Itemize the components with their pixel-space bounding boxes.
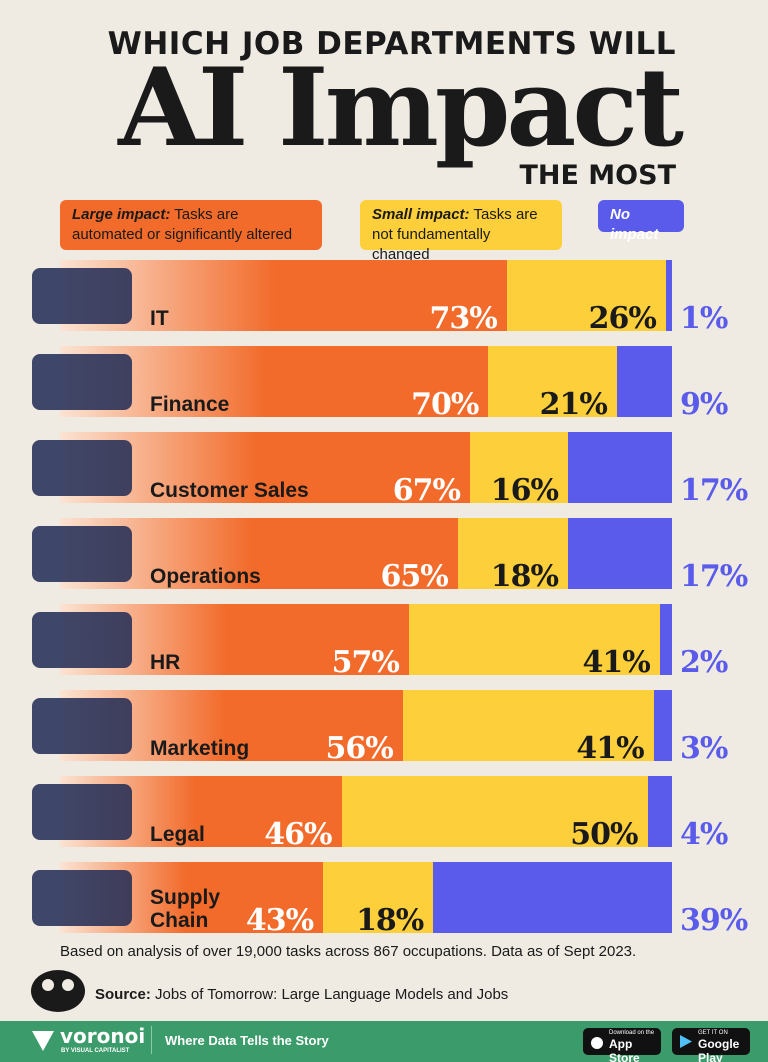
value-label: 41% [582,645,651,680]
value-label: 26% [588,301,657,336]
bar-segment [60,260,507,331]
bar-segment [567,518,672,589]
bar-segment [433,862,672,933]
value-label: 39% [680,903,748,938]
note: Based on analysis of over 19,000 tasks a… [60,943,637,960]
value-label: 43% [245,903,314,938]
category-icon [32,440,132,496]
legend-description: Tasks are not fundamentally changed [372,206,538,263]
category-label: IT [150,307,169,330]
bar-segment [647,776,672,847]
bar-segment [616,346,672,417]
play-icon [680,1035,692,1048]
app-store-badge[interactable]: Download on the App Store [583,1028,661,1062]
legend-item: No impact [598,200,684,243]
value-label: 3% [680,731,728,766]
category-icon [32,268,132,324]
source-label: Source: [95,986,151,1003]
value-label: 18% [490,559,559,594]
bar-segment [457,518,568,589]
category-icon [32,784,132,840]
value-label: 17% [680,473,748,508]
bar-segment [488,346,617,417]
bar-segment [470,432,568,503]
category-label: Marketing [150,737,250,760]
value-label: 21% [539,387,608,422]
legend-name: No impact [610,206,659,243]
category-icon [32,612,132,668]
category-label: Customer Sales [150,479,309,502]
category-icon [32,698,132,754]
value-label: 65% [380,559,449,594]
legend-name: Large impact: [72,206,171,223]
category-label: Legal [150,823,205,846]
category-label: Operations [150,565,261,588]
bar-segment [659,604,672,675]
source: Source: Jobs of Tomorrow: Large Language… [95,986,508,1003]
value-label: 56% [325,731,393,766]
divider [151,1026,152,1054]
category-icon [32,526,132,582]
value-label: 57% [331,645,400,680]
category-label: Finance [150,393,230,416]
legend-item: Large impact: Tasks are automated or sig… [60,200,322,250]
value-label: 16% [490,473,559,508]
value-label: 1% [680,301,728,336]
kicker: WHICH JOB DEPARTMENTS WILL [107,26,676,62]
bar-segment [323,862,434,933]
headline-tail: THE MOST [519,160,676,191]
bar-segment [506,260,666,331]
value-label: 73% [429,301,498,336]
bar-segment [665,260,672,331]
bar-segment [402,690,654,761]
badge-small: Download on the [609,1030,655,1036]
value-label: 67% [392,473,461,508]
value-label: 17% [680,559,748,594]
tagline: Where Data Tells the Story [165,1033,329,1048]
value-label: 2% [680,645,728,680]
bar-segment [653,690,672,761]
badge-text: App Store [609,1037,640,1062]
legend-name: Small impact: [372,206,470,223]
brand-logo [32,1031,54,1051]
value-label: 9% [680,387,728,422]
value-label: 46% [264,817,332,852]
value-label: 18% [356,903,424,938]
badge-text: Google Play [698,1037,740,1062]
source-icon [31,970,85,1012]
legend-item: Small impact: Tasks are not fundamentall… [360,200,562,263]
legend-description: Tasks are automated or significantly alt… [72,206,293,243]
apple-icon [591,1037,603,1049]
source-text: Jobs of Tomorrow: Large Language Models … [155,986,509,1003]
value-label: 50% [570,817,638,852]
value-label: 4% [680,817,728,852]
badge-small: GET IT ON [698,1030,728,1036]
category-label: HR [150,651,181,674]
bar-segment [567,432,672,503]
category-icon [32,870,132,926]
value-label: 70% [411,387,479,422]
bar-segment [408,604,660,675]
google-play-badge[interactable]: GET IT ON Google Play [672,1028,750,1062]
category-label: Supply Chain [150,886,221,932]
bar-segment [341,776,648,847]
value-label: 41% [576,731,644,766]
brand: voronoi [60,1024,146,1048]
category-icon [32,354,132,410]
brand-sub: BY VISUAL CAPITALIST [61,1048,130,1054]
headline: AI Impact [118,45,684,171]
